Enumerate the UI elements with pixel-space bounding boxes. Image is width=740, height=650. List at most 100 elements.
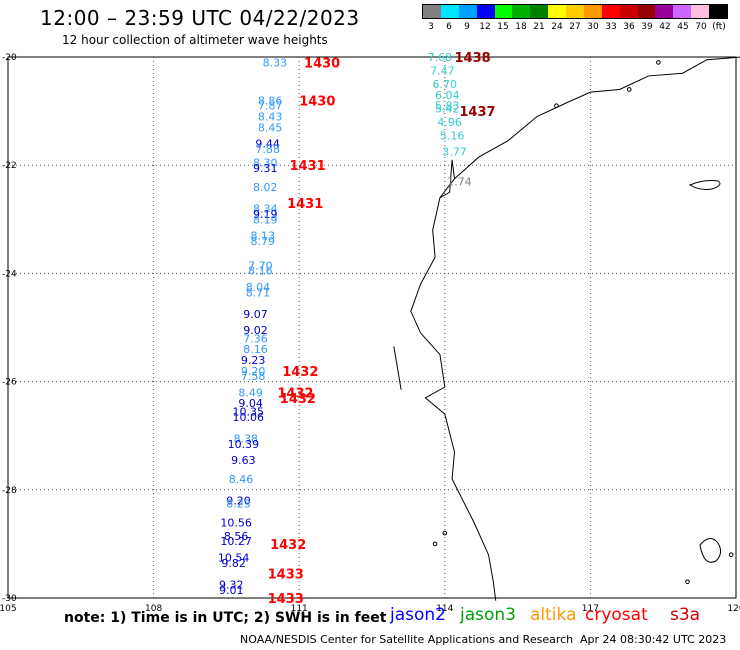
wave-height-label: 8.19 [253,213,278,226]
pass-number-label: 1430 [304,56,340,71]
wave-height-label: 8.79 [251,235,276,248]
legend-item-cryosat: cryosat [585,605,648,625]
color-scale-labels: 3 6 9 12 15 18 21 24 27 30 33 36 39 42 45 70 (ft) [422,22,728,32]
color-scale-swatch [512,5,531,18]
wave-height-label: 5.83 [435,100,460,113]
island-outline [442,530,448,536]
wave-height-label: 9.01 [219,584,244,597]
color-scale-label: 45 [677,22,689,32]
wave-height-label: 1.74 [447,175,472,188]
wave-height-label: 8.45 [258,121,283,134]
color-scale-label: 6 [446,22,452,32]
color-scale-bar [422,4,728,19]
wave-height-label: 7.68 [428,51,453,64]
lat-tick-label: -24 [2,269,17,279]
color-scale-swatch [601,5,620,18]
pass-number-label: 1437 [459,105,495,120]
color-scale-swatch [530,5,549,18]
color-scale-label: 39 [641,22,653,32]
wave-height-label: 9.82 [221,557,246,570]
wave-height-label: 8.38 [234,432,259,445]
color-scale-swatch [548,5,566,18]
legend-item-altika: altika [530,605,577,625]
island-outline [728,552,734,558]
pass-number-label: 1430 [299,94,335,109]
lon-tick-label: 114 [436,604,453,614]
wave-height-label: 9.31 [253,162,278,175]
island-outline [554,103,559,108]
wave-height-label: 6.04 [435,89,460,102]
wave-height-label: 9.19 [253,208,278,221]
wave-height-label: 9.20 [226,495,251,508]
wave-height-label: 4.96 [437,116,462,129]
wave-height-label: 8.71 [246,286,271,299]
lon-tick-label: 117 [582,604,599,614]
wave-height-label: 8.56 [224,530,249,543]
pass-number-label: 1432 [280,392,316,407]
wave-height-label: 8.16 [243,343,268,356]
wave-height-label: 10.54 [218,551,250,564]
color-scale-swatch [583,5,602,18]
wave-height-label: 10.27 [220,535,252,548]
wave-height-label: 8.02 [253,181,278,194]
wave-height-label: 9.44 [255,138,280,151]
wave-height-label: 10.35 [232,405,264,418]
color-scale-label: 18 [515,22,527,32]
lat-tick-label: -22 [2,161,17,171]
pass-number-label: 1433 [268,592,304,607]
pass-number-label: 1432 [270,538,306,553]
color-scale-label: 24 [551,22,563,32]
pass-number-label: 1431 [287,197,323,212]
wave-height-label: 8.46 [229,473,254,486]
lon-tick-label: 105 [0,604,17,614]
generated-timestamp: Apr 24 08:30:42 UTC 2023 [580,633,727,646]
color-scale-label: 27 [569,22,581,32]
wave-height-label: 9.23 [241,354,266,367]
color-scale-label: 70 [695,22,707,32]
color-scale-swatch [709,5,727,18]
wave-height-label: 5.16 [440,129,465,142]
wave-height-label: 7.58 [241,370,266,383]
color-scale-swatch [655,5,674,18]
lat-tick-label: -30 [2,594,17,604]
color-scale-swatch [440,5,459,18]
pass-number-label: 1432 [277,386,313,401]
color-scale-label: 21 [533,22,545,32]
color-scale-swatch [619,5,638,18]
color-scale-swatch [494,5,513,18]
wave-height-label: 10.39 [228,438,260,451]
footer-note: note: 1) Time is in UTC; 2) SWH is in fe… [64,610,387,626]
wave-height-label: 7.88 [255,143,280,156]
legend-item-s3a: s3a [670,605,701,625]
color-scale-label: 30 [587,22,599,32]
wave-height-label: 9.02 [243,324,268,337]
pass-number-label: 1432 [282,365,318,380]
lake-outline [688,180,721,190]
wave-height-label: 5.42 [435,102,460,115]
wave-height-label: 7.47 [430,65,455,78]
wave-height-label: 8.16 [248,265,273,278]
page-subtitle: 12 hour collection of altimeter wave hei… [62,33,328,47]
color-scale-label: 15 [497,22,509,32]
wave-height-label: 7.70 [248,259,273,272]
wave-height-label: 10.56 [220,516,252,529]
wave-height-label: 7.36 [243,332,268,345]
pass-number-label: 1438 [455,51,491,66]
salt-lake-outline [699,538,722,563]
lat-tick-label: -26 [2,378,17,388]
lat-tick-label: -28 [2,486,17,496]
color-scale-swatch [423,5,441,18]
wave-height-label: 6.70 [433,78,458,91]
color-scale-swatch [691,5,709,18]
color-scale: 3 6 9 12 15 18 21 24 27 30 33 36 39 42 45 70 (ft) [422,4,728,34]
color-scale-swatch [476,5,495,18]
wave-height-label: 9.04 [238,397,263,410]
lon-tick-label: 120 [727,604,740,614]
wave-height-label: 3.77 [442,146,467,159]
color-scale-label: 42 [659,22,671,32]
wave-height-label: 8.13 [251,230,276,243]
wave-height-label: 10.06 [232,411,264,424]
color-scale-label: 9 [464,22,470,32]
color-scale-swatch [673,5,692,18]
